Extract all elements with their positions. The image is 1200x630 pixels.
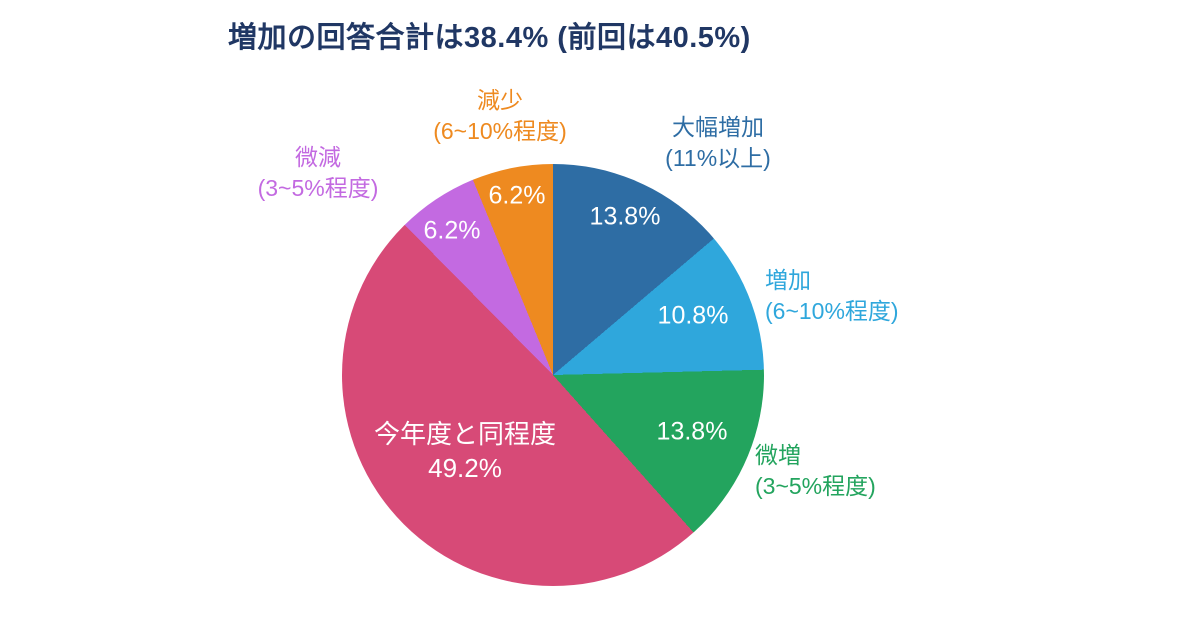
- slice-sublabel-text: (6~10%程度): [433, 118, 567, 145]
- slice-sublabel-text: (6~10%程度): [765, 298, 899, 325]
- slice-label-increase: 増加 (6~10%程度): [765, 265, 899, 327]
- slice-label-decrease: 減少 (6~10%程度): [433, 85, 567, 147]
- slice-label-text: 増加: [765, 267, 811, 293]
- value-label-same-level-percent: 49.2%: [428, 453, 502, 483]
- value-label-slight-decrease: 6.2%: [423, 216, 481, 245]
- value-label-slight-increase: 13.8%: [656, 417, 728, 446]
- slice-label-large-increase: 大幅増加 (11%以上): [665, 112, 771, 174]
- value-label-same-level: 今年度と同程度 49.2%: [374, 418, 556, 486]
- slice-label-text: 減少: [476, 87, 523, 113]
- slice-sublabel-text: (3~5%程度): [755, 473, 876, 500]
- value-label-decrease: 6.2%: [488, 181, 546, 210]
- slice-label-text: 大幅増加: [672, 114, 764, 140]
- pie-chart: [342, 164, 764, 586]
- slice-sublabel-text: (3~5%程度): [257, 175, 379, 202]
- value-label-large-increase: 13.8%: [589, 202, 661, 231]
- slice-label-slight-decrease: 微減 (3~5%程度): [258, 142, 379, 204]
- slice-sublabel-text: (11%以上): [665, 145, 771, 172]
- slice-label-text: 微増: [755, 442, 801, 468]
- slice-label-slight-increase: 微増 (3~5%程度): [755, 440, 876, 502]
- value-label-increase: 10.8%: [657, 301, 729, 330]
- chart-title: 増加の回答合計は38.4% (前回は40.5%): [228, 22, 751, 54]
- value-label-same-level-name: 今年度と同程度: [373, 419, 557, 450]
- slice-label-text: 微減: [294, 144, 341, 170]
